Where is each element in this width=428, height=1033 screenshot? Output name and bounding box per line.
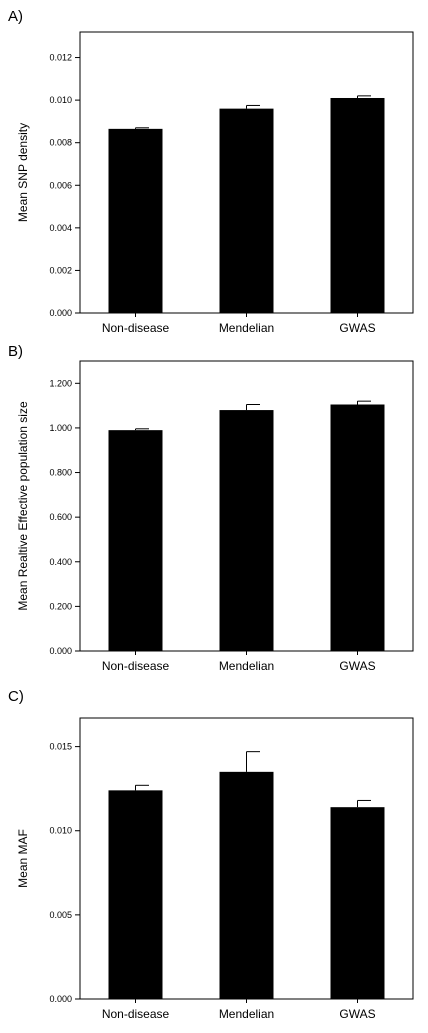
x-tick-label: Non-disease bbox=[102, 659, 170, 673]
y-tick-label: 0.800 bbox=[49, 468, 72, 478]
y-tick-label: 0.005 bbox=[49, 910, 72, 920]
chart-panel-a: A) 0.000 0.002 0.004 0.006 0.008 0.010 0.012 Me… bbox=[0, 0, 428, 335]
y-tick-label: 0.000 bbox=[49, 994, 72, 1004]
y-tick-label: 0.200 bbox=[49, 601, 72, 611]
y-tick-label: 0.400 bbox=[49, 557, 72, 567]
y-tick-label: 1.000 bbox=[49, 423, 72, 433]
bar bbox=[219, 410, 274, 651]
y-tick-label: 0.600 bbox=[49, 512, 72, 522]
y-tick-label: 0.015 bbox=[49, 742, 72, 752]
bar bbox=[330, 97, 385, 313]
bar bbox=[219, 771, 274, 999]
x-tick-label: Mendelian bbox=[219, 321, 274, 335]
y-tick-label: 0.006 bbox=[49, 180, 72, 190]
bar bbox=[108, 790, 163, 999]
bar-chart-c: 0.000 0.005 0.010 0.015 Mean MAF Non-disease M… bbox=[16, 717, 414, 1021]
bar bbox=[330, 807, 385, 999]
chart-panel-b: B) 0.000 0.200 0.400 0.600 0.800 1.000 1.200 Me… bbox=[0, 335, 428, 680]
y-axis-label: Mean Realtive Effective population size bbox=[16, 401, 30, 611]
x-tick-label: Mendelian bbox=[219, 659, 274, 673]
y-axis-label: Mean SNP density bbox=[16, 123, 30, 222]
panel-label: C) bbox=[8, 688, 24, 705]
y-tick-label: 0.000 bbox=[49, 308, 72, 318]
x-tick-label: GWAS bbox=[339, 321, 375, 335]
bar bbox=[330, 404, 385, 651]
y-tick-label: 0.000 bbox=[49, 646, 72, 656]
y-tick-label: 1.200 bbox=[49, 378, 72, 388]
y-tick-label: 0.012 bbox=[49, 53, 72, 63]
y-axis-label: Mean MAF bbox=[16, 829, 30, 888]
panel-label: A) bbox=[8, 8, 23, 25]
y-tick-label: 0.002 bbox=[49, 265, 72, 275]
bar-chart-a: 0.000 0.002 0.004 0.006 0.008 0.010 0.012 Mean … bbox=[16, 31, 414, 335]
x-tick-label: GWAS bbox=[339, 659, 375, 673]
bar bbox=[219, 108, 274, 314]
x-tick-label: Non-disease bbox=[102, 1007, 170, 1021]
y-tick-label: 0.010 bbox=[49, 95, 72, 105]
y-tick-label: 0.010 bbox=[49, 826, 72, 836]
x-tick-label: Non-disease bbox=[102, 321, 170, 335]
panel-label: B) bbox=[8, 343, 23, 360]
chart-panel-c: C) 0.000 0.005 0.010 0.015 Mean MAF Non-disea… bbox=[0, 680, 428, 1033]
bar-chart-b: 0.000 0.200 0.400 0.600 0.800 1.000 1.200 Mean … bbox=[16, 360, 414, 673]
x-tick-label: Mendelian bbox=[219, 1007, 274, 1021]
y-tick-label: 0.004 bbox=[49, 223, 72, 233]
bar bbox=[108, 128, 163, 313]
x-tick-label: GWAS bbox=[339, 1007, 375, 1021]
y-tick-label: 0.008 bbox=[49, 138, 72, 148]
bar bbox=[108, 430, 163, 651]
